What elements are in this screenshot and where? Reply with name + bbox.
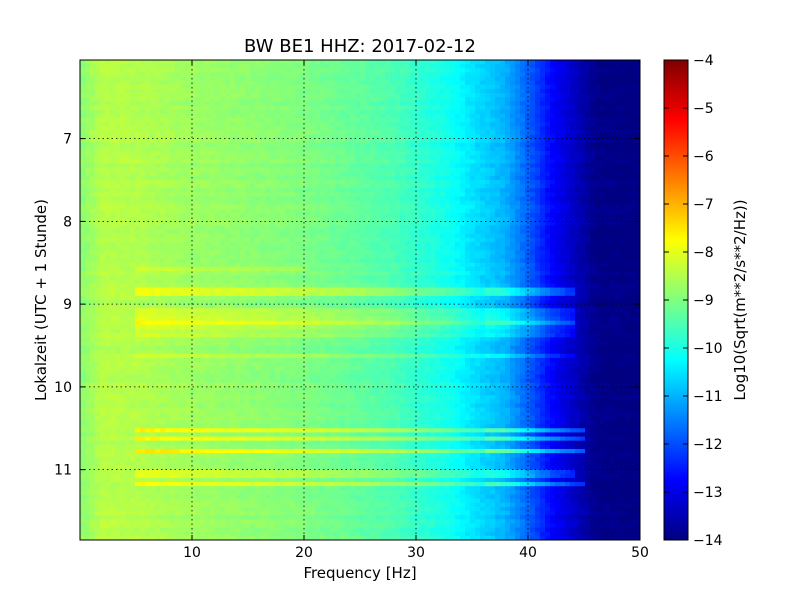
colorbar-tick-label: −8 [693, 245, 714, 261]
plot-frame [79, 59, 641, 541]
y-tick-label: 11 [54, 463, 72, 479]
x-tick-label: 40 [519, 545, 537, 561]
colorbar-tick-label: −14 [693, 533, 723, 549]
grid-lines [80, 60, 640, 540]
colorbar-tick-label: −7 [693, 197, 714, 213]
colorbar-tick-label: −12 [693, 437, 723, 453]
colorbar-tick-label: −6 [693, 149, 714, 165]
y-axis-ticks: 7 8 9 10 11 [54, 132, 640, 479]
y-tick-label: 7 [63, 132, 72, 148]
colorbar-tick-label: −10 [693, 341, 723, 357]
colorbar-tick-label: −11 [693, 389, 723, 405]
x-tick-label: 30 [407, 545, 425, 561]
colorbar-tick-label: −5 [693, 101, 714, 117]
colorbar-ticks: −4 −5 −6 −7 −8 −9 −10 −11 −12 −13 −14 [664, 53, 723, 549]
x-tick-label: 20 [295, 545, 313, 561]
y-axis-label: Lokalzeit (UTC + 1 Stunde) [32, 199, 50, 401]
x-tick-label: 50 [631, 545, 649, 561]
chart-title: BW BE1 HHZ: 2017-02-12 [244, 36, 476, 57]
y-tick-label: 10 [54, 380, 72, 396]
colorbar-tick-label: −4 [693, 53, 714, 69]
x-axis-label: Frequency [Hz] [303, 564, 416, 582]
y-tick-label: 9 [63, 297, 72, 313]
x-axis-ticks: 10 20 30 40 50 [183, 60, 649, 561]
heatmap-image [80, 60, 640, 540]
x-tick-label: 10 [183, 545, 201, 561]
colorbar-label: Log10(Sqrt(m**2/s**2/Hz)) [731, 199, 749, 400]
colorbar-tick-label: −9 [693, 293, 714, 309]
colorbar-tick-label: −13 [693, 485, 723, 501]
y-tick-label: 8 [63, 214, 72, 230]
